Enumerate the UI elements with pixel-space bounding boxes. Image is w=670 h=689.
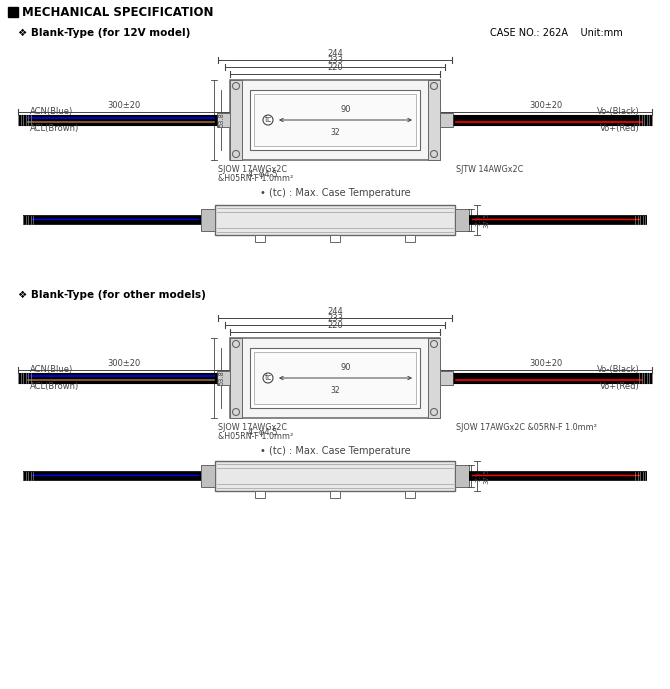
Circle shape [431,340,438,347]
Text: 53.8: 53.8 [218,112,224,127]
Text: 233: 233 [327,56,343,65]
Bar [330,235,340,242]
Text: tc: tc [265,373,271,382]
Bar [330,491,340,498]
Text: 71: 71 [199,373,208,383]
Text: tc: tc [265,116,271,125]
Text: ACL(Brown): ACL(Brown) [30,382,79,391]
Text: • (tc) : Max. Case Temperature: • (tc) : Max. Case Temperature [260,188,411,198]
Circle shape [431,409,438,415]
Text: ACL(Brown): ACL(Brown) [30,124,79,133]
Text: • (tc) : Max. Case Temperature: • (tc) : Max. Case Temperature [260,446,411,456]
Bar [230,80,440,160]
Bar [230,338,440,418]
Circle shape [232,340,239,347]
Text: 32: 32 [330,128,340,137]
Text: SJOW 17AWGx2C: SJOW 17AWGx2C [218,165,287,174]
Circle shape [263,115,273,125]
Text: Vo+(Red): Vo+(Red) [600,382,640,391]
Text: 37.5: 37.5 [483,212,489,228]
Text: ❖ Blank-Type (for 12V model): ❖ Blank-Type (for 12V model) [18,28,190,38]
Bar [215,205,455,235]
Bar [230,80,242,160]
Bar [255,235,265,242]
Text: 244: 244 [327,49,343,58]
Bar [201,209,215,231]
Text: 32: 32 [330,386,340,395]
Text: Vo-(Black): Vo-(Black) [597,107,640,116]
Bar [254,352,416,404]
Text: ACN(Blue): ACN(Blue) [30,365,73,374]
Circle shape [232,409,239,415]
Text: Vo+(Red): Vo+(Red) [600,124,640,133]
Text: ❖ Blank-Type (for other models): ❖ Blank-Type (for other models) [18,290,206,300]
Text: MECHANICAL SPECIFICATION: MECHANICAL SPECIFICATION [22,6,214,19]
Text: 7.5: 7.5 [475,471,481,482]
Text: 300±20: 300±20 [107,101,141,110]
Bar [217,371,230,385]
Circle shape [232,150,239,158]
Bar [255,491,265,498]
Bar [250,348,420,408]
Text: 90: 90 [340,105,351,114]
Bar [217,113,230,127]
Text: 90: 90 [340,363,351,372]
Text: 300±20: 300±20 [107,359,141,368]
Text: 37.5: 37.5 [483,469,489,484]
Bar [201,465,215,487]
Text: 7.5: 7.5 [475,214,481,225]
Bar [428,80,440,160]
Text: SJOW 17AWGx2C: SJOW 17AWGx2C [218,423,287,432]
Text: SJOW 17AWGx2C &05RN-F 1.0mm²: SJOW 17AWGx2C &05RN-F 1.0mm² [456,423,597,432]
Text: Vo-(Black): Vo-(Black) [597,365,640,374]
Text: SJTW 14AWGx2C: SJTW 14AWGx2C [456,165,523,174]
Text: 244: 244 [327,307,343,316]
Circle shape [431,150,438,158]
Bar [455,465,469,487]
Text: 220: 220 [327,63,343,72]
Text: CASE NO.: 262A    Unit:mm: CASE NO.: 262A Unit:mm [490,28,622,38]
Text: 220: 220 [327,321,343,330]
Text: ACN(Blue): ACN(Blue) [30,107,73,116]
Bar [455,209,469,231]
Circle shape [431,83,438,90]
Bar [250,90,420,150]
Bar [215,461,455,491]
Text: 71: 71 [199,115,208,125]
Bar [8,7,18,17]
Text: 300±20: 300±20 [529,101,563,110]
Bar [230,338,242,418]
Circle shape [263,373,273,383]
Circle shape [232,83,239,90]
Text: 53.8: 53.8 [218,371,224,385]
Bar [405,491,415,498]
Text: &H05RN-F 1.0mm²: &H05RN-F 1.0mm² [218,174,293,183]
Text: &H05RN-F 1.0mm²: &H05RN-F 1.0mm² [218,432,293,441]
Bar [440,371,453,385]
Text: 4- φ4.5: 4- φ4.5 [248,170,277,179]
Bar [254,94,416,146]
Bar [405,235,415,242]
Text: 300±20: 300±20 [529,359,563,368]
Text: 233: 233 [327,314,343,323]
Bar [428,338,440,418]
Text: 4- φ4.5: 4- φ4.5 [248,428,277,437]
Bar [440,113,453,127]
